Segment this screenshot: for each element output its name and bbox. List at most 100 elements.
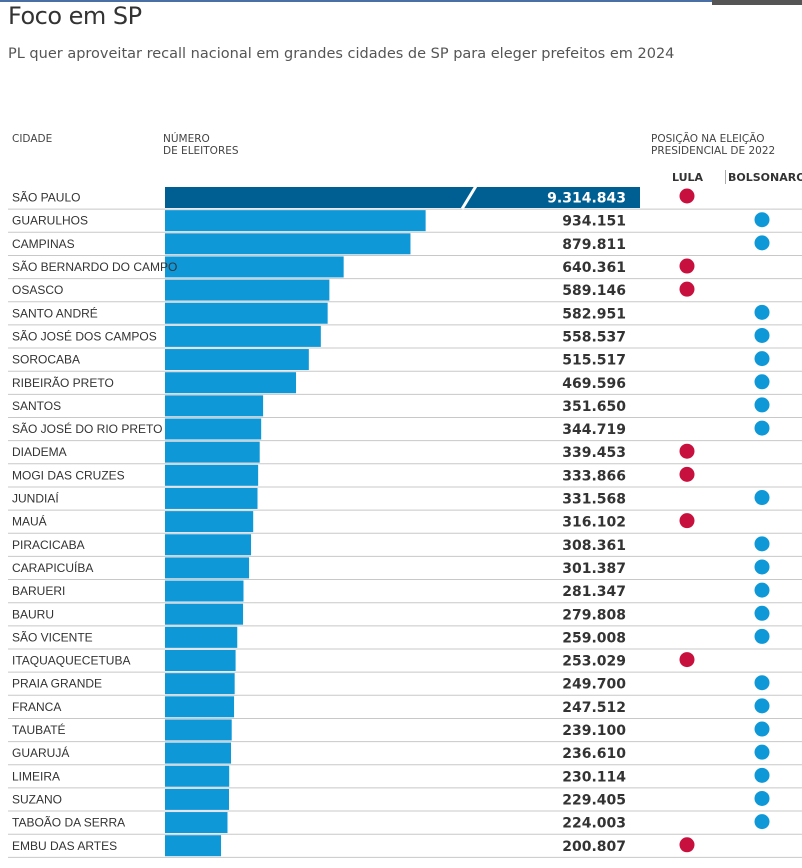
value-label: 239.100 — [562, 723, 626, 739]
city-label: CARAPICUÍBA — [12, 560, 93, 575]
city-label: SANTO ANDRÉ — [12, 305, 98, 320]
value-label: 339.453 — [562, 445, 626, 461]
city-label: BAURU — [12, 607, 54, 621]
table-row: TABOÃO DA SERRA 224.003 — [8, 812, 802, 835]
bolsonaro-dot — [754, 327, 770, 343]
bar-1 — [165, 210, 426, 232]
bolsonaro-dot — [754, 605, 770, 621]
value-label: 333.866 — [562, 468, 626, 484]
lula-dot — [679, 258, 695, 274]
city-label: SÃO VICENTE — [12, 630, 93, 644]
lula-dot — [679, 513, 695, 529]
bolsonaro-dot — [754, 814, 770, 830]
header-position: POSIÇÃO NA ELEIÇÃO PRESIDENCIAL DE 2022 — [651, 133, 775, 157]
axis-break-mark — [460, 185, 478, 210]
value-label: 253.029 — [562, 654, 626, 670]
bolsonaro-dot — [754, 675, 770, 691]
bolsonaro-dot — [754, 490, 770, 506]
table-row: RIBEIRÃO PRETO 469.596 — [8, 372, 802, 395]
city-label: LIMEIRA — [12, 769, 60, 783]
table-row: ITAQUAQUECETUBA 253.029 — [8, 650, 802, 673]
bar-5 — [165, 302, 328, 324]
city-label: GUARULHOS — [12, 214, 88, 228]
table-row: SÃO BERNARDO DO CAMPO 640.361 — [8, 256, 802, 280]
table-row: BARUERI 281.347 — [8, 580, 802, 604]
bar-3 — [165, 256, 344, 278]
bolsonaro-dot — [754, 304, 770, 320]
value-label: 640.361 — [562, 260, 626, 276]
city-label: ITAQUAQUECETUBA — [12, 654, 130, 668]
bolsonaro-dot — [754, 536, 770, 552]
city-label: RIBEIRÃO PRETO — [12, 376, 114, 390]
value-label: 281.347 — [562, 584, 626, 600]
bar-13 — [165, 487, 258, 509]
value-label: 230.114 — [562, 769, 626, 785]
value-label: 224.003 — [562, 816, 626, 832]
bar-16 — [165, 557, 250, 579]
bar-28 — [165, 835, 222, 857]
city-label: SANTOS — [12, 399, 61, 413]
bar-15 — [165, 534, 252, 556]
city-label: EMBU DAS ARTES — [12, 839, 117, 853]
value-label: 229.405 — [562, 792, 626, 808]
city-label: SUZANO — [12, 792, 62, 806]
city-label: SÃO JOSÉ DO RIO PRETO — [12, 421, 162, 436]
table-row: SANTOS 351.650 — [8, 395, 802, 418]
table-row: OSASCO 589.146 — [8, 279, 802, 303]
value-label: 469.596 — [562, 376, 626, 392]
city-label: CAMPINAS — [12, 237, 75, 251]
city-label: MAUÁ — [12, 514, 47, 529]
header-voters-line1: NÚMERO — [163, 133, 210, 145]
city-label: SÃO PAULO — [12, 191, 80, 205]
value-label: 9.314.843 — [547, 191, 626, 207]
table-row: GUARULHOS 934.151 — [8, 210, 802, 233]
value-label: 331.568 — [562, 492, 626, 508]
table-row: MOGI DAS CRUZES 333.866 — [8, 464, 802, 488]
bar-14 — [165, 511, 254, 533]
city-label: FRANCA — [12, 700, 61, 714]
city-label: SÃO JOSÉ DOS CAMPOS — [12, 328, 157, 343]
city-label: PIRACICABA — [12, 538, 85, 552]
table-row: PRAIA GRANDE 249.700 — [8, 673, 802, 696]
bar-23 — [165, 719, 232, 741]
table-row: SÃO JOSÉ DOS CAMPOS 558.537 — [8, 325, 802, 349]
value-label: 279.808 — [562, 607, 626, 623]
value-label: 236.610 — [562, 746, 626, 762]
city-label: SOROCABA — [12, 353, 80, 367]
header-bolsonaro: BOLSONARO — [728, 171, 802, 184]
bar-26 — [165, 788, 230, 810]
city-label: BARUERI — [12, 584, 65, 598]
table-row: BAURU 279.808 — [8, 603, 802, 627]
lula-dot — [679, 188, 695, 204]
bar-24 — [165, 742, 232, 764]
bar-12 — [165, 464, 259, 486]
header-voters: NÚMERO DE ELEITORES — [163, 133, 239, 157]
header-separator — [725, 170, 726, 184]
bar-11 — [165, 441, 260, 463]
bolsonaro-dot — [754, 721, 770, 737]
value-label: 558.537 — [562, 329, 626, 345]
table-row: MAUÁ 316.102 — [8, 511, 802, 534]
table-row: TAUBATÉ 239.100 — [8, 719, 802, 743]
table-row: PIRACICABA 308.361 — [8, 534, 802, 557]
bar-19 — [165, 626, 238, 648]
bar-10 — [165, 418, 262, 440]
bar-9 — [165, 395, 264, 417]
chart-title: Foco em SP — [8, 2, 142, 30]
value-label: 589.146 — [562, 283, 626, 299]
top-rule — [0, 0, 802, 2]
city-label: SÃO BERNARDO DO CAMPO — [12, 260, 177, 274]
bolsonaro-dot — [754, 397, 770, 413]
bolsonaro-dot — [754, 374, 770, 390]
value-label: 582.951 — [562, 306, 626, 322]
value-label: 879.811 — [562, 237, 626, 253]
table-row: JUNDIAÍ 331.568 — [8, 487, 802, 511]
bolsonaro-dot — [754, 744, 770, 760]
bar-8 — [165, 372, 297, 394]
table-row: DIADEMA 339.453 — [8, 441, 802, 465]
lula-dot — [679, 443, 695, 459]
table-row: LIMEIRA 230.114 — [8, 765, 802, 789]
value-label: 934.151 — [562, 214, 626, 230]
bolsonaro-dot — [754, 235, 770, 251]
